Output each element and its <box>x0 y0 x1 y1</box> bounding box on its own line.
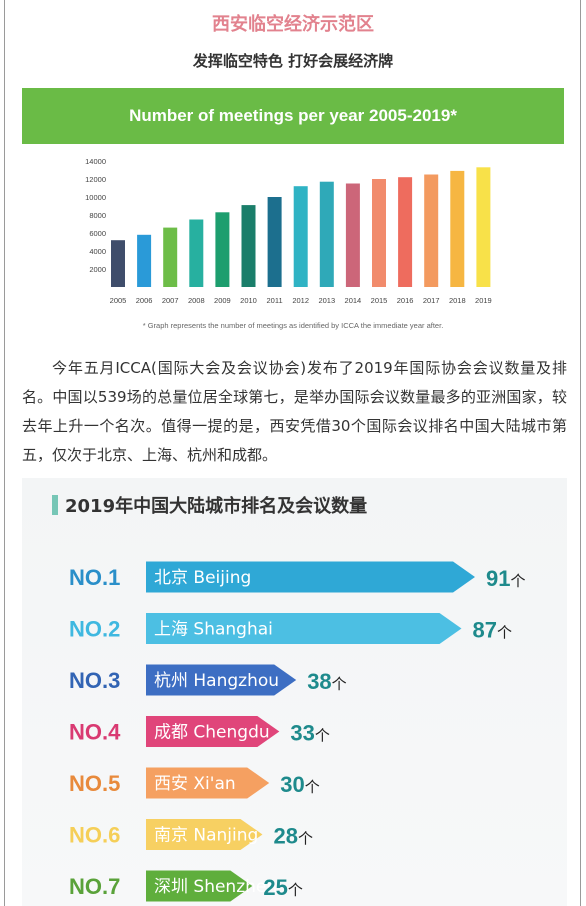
city-bar <box>146 870 253 902</box>
city-name-label: 北京 Beijing <box>154 568 251 588</box>
x-tick-label: 2005 <box>110 296 127 305</box>
city-ranking-chart: NO.1 北京 Beijing 91个 NO.2 上海 Shanghai 87个 NO.3 杭… <box>69 561 526 902</box>
city-bar <box>146 664 297 696</box>
city-name-label: 西安 Xi'an <box>154 774 236 794</box>
bar-2008 <box>189 219 204 287</box>
y-tick-label: 14000 <box>85 157 106 166</box>
rank-label: NO.6 <box>69 823 120 848</box>
x-tick-label: 2010 <box>240 296 257 305</box>
x-tick-label: 2007 <box>162 296 179 305</box>
city-bar <box>146 613 462 644</box>
bar-2018 <box>450 170 465 287</box>
bar-2009 <box>215 212 230 287</box>
bar-2006 <box>137 234 152 287</box>
city-name-label: 成都 Chengdu <box>154 723 270 743</box>
x-tick-label: 2018 <box>449 296 466 305</box>
x-tick-label: 2008 <box>188 296 205 305</box>
city-bar <box>146 767 270 799</box>
x-tick-label: 2019 <box>475 296 492 305</box>
x-tick-label: 2015 <box>371 296 388 305</box>
y-tick-label: 4000 <box>89 247 106 256</box>
bar-2005 <box>111 240 125 287</box>
bar-2017 <box>424 174 439 287</box>
bar-2016 <box>398 177 413 287</box>
city-bar <box>146 561 475 593</box>
bar-2011 <box>267 197 282 287</box>
rank-label: NO.3 <box>69 668 120 693</box>
x-tick-label: 2006 <box>136 296 153 305</box>
page-subtitle: 发挥临空特色 打好会展经济牌 <box>192 52 394 70</box>
rank-label: NO.1 <box>69 565 120 590</box>
y-tick-label: 12000 <box>85 175 106 184</box>
bar-2012 <box>293 186 308 287</box>
x-tick-label: 2012 <box>292 296 309 305</box>
y-tick-label: 10000 <box>85 193 106 202</box>
rank-label: NO.2 <box>69 617 120 642</box>
meeting-count-label: 25个 <box>263 875 303 900</box>
x-tick-label: 2016 <box>397 296 414 305</box>
chart1-footnote: * Graph represents the number of meeting… <box>143 321 444 330</box>
page-right-border <box>580 0 581 906</box>
meeting-count-label: 30个 <box>280 772 320 797</box>
rank-label: NO.7 <box>69 874 120 899</box>
meeting-count-label: 33个 <box>290 721 330 746</box>
meeting-count-label: 91个 <box>486 566 526 591</box>
y-tick-label: 6000 <box>89 229 106 238</box>
page-left-border <box>4 0 5 906</box>
section-title-marker <box>52 495 58 515</box>
chart1-header-banner: Number of meetings per year 2005-2019* <box>22 88 564 144</box>
city-ranking-section <box>22 478 567 906</box>
city-name-label: 深圳 Shenzhen <box>154 877 277 897</box>
bar-2019 <box>476 167 491 287</box>
rank-label: NO.5 <box>69 771 120 796</box>
chart1-title: Number of meetings per year 2005-2019* <box>129 106 457 125</box>
city-bar <box>146 716 280 747</box>
rank-label: NO.4 <box>69 720 121 745</box>
body-paragraph: 今年五月ICCA(国际大会及会议协会)发布了2019年国际协会会议数量及排名。中… <box>22 359 567 464</box>
bar-2015 <box>372 179 386 287</box>
y-tick-label: 2000 <box>89 265 106 274</box>
meeting-count-label: 28个 <box>273 824 313 849</box>
city-bar <box>146 819 263 850</box>
city-name-label: 南京 Nanjing <box>154 826 258 846</box>
city-ranking-title: 2019年中国大陆城市排名及会议数量 <box>65 496 368 517</box>
x-tick-label: 2009 <box>214 296 231 305</box>
meeting-count-label: 87个 <box>473 618 513 643</box>
y-tick-label: 8000 <box>89 211 106 220</box>
city-name-label: 上海 Shanghai <box>154 620 273 640</box>
meeting-count-label: 38个 <box>307 669 347 694</box>
bar-2010 <box>241 205 256 287</box>
page-title: 西安临空经济示范区 <box>212 14 374 35</box>
x-tick-label: 2014 <box>345 296 362 305</box>
x-tick-label: 2017 <box>423 296 440 305</box>
bar-2014 <box>345 183 360 287</box>
bar-2007 <box>163 227 178 287</box>
x-tick-label: 2013 <box>318 296 335 305</box>
city-name-label: 杭州 Hangzhou <box>154 671 279 691</box>
meetings-per-year-chart: 2000 4000 6000 8000 10000 12000 14000 2005 2006 2… <box>22 144 564 342</box>
bar-2013 <box>319 181 334 287</box>
x-tick-label: 2011 <box>267 296 283 305</box>
